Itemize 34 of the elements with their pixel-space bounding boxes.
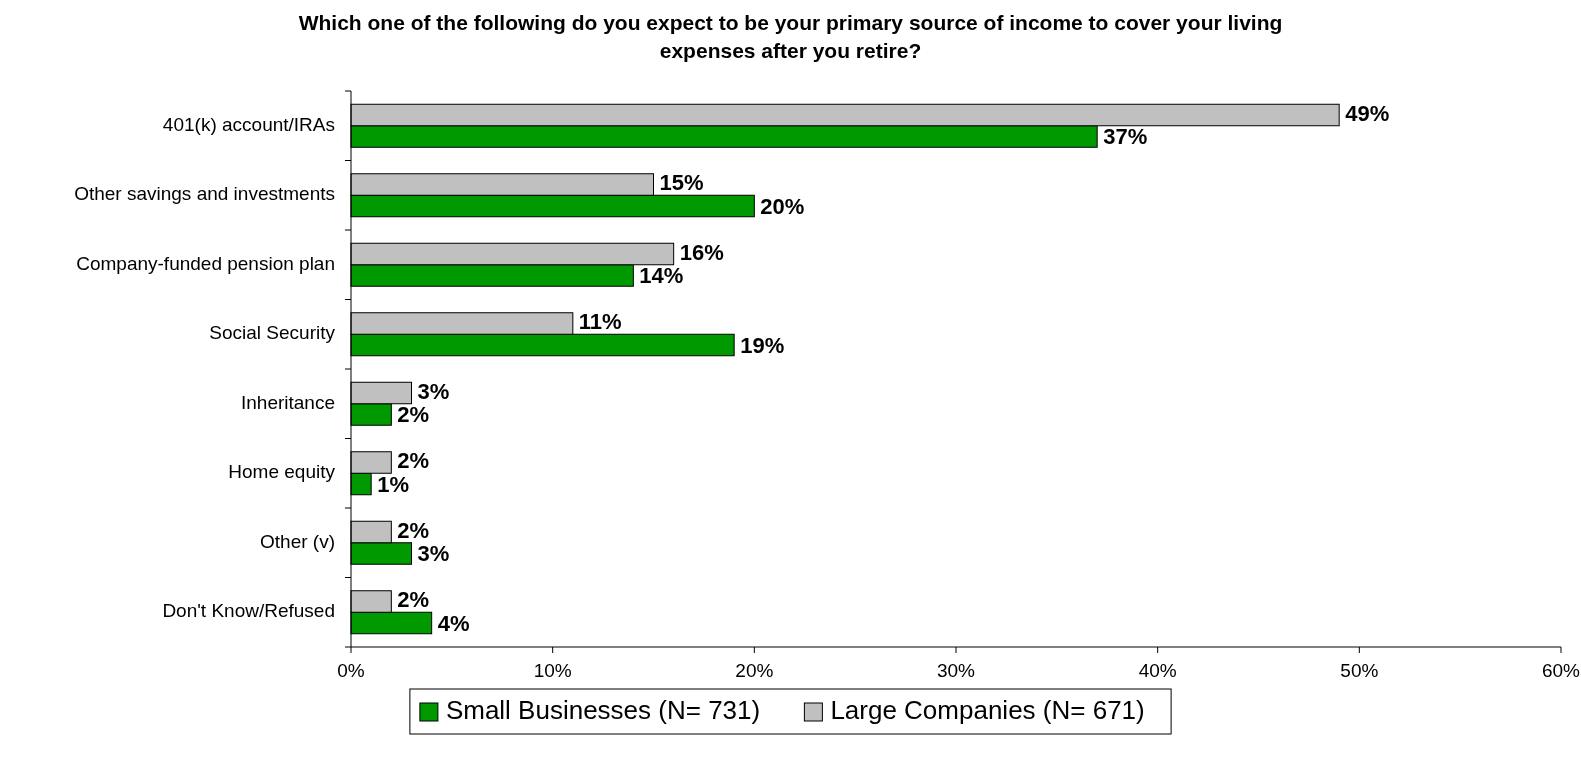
chart-title: Which one of the following do you expect to be your primary source of income to cover your living expenses after you retire? [298,11,1283,62]
data-label: 3% [417,541,450,567]
y-tick-label: Other savings and investments [74,183,335,205]
y-tick-label: Don't Know/Refused [162,600,335,622]
data-label: 1% [377,471,409,497]
x-tick-label: 30% [936,660,976,681]
y-tick-label: Social Security [209,322,336,344]
x-tick-label: 40% [1138,660,1177,681]
y-tick-label: Other (v) [260,530,335,552]
x-tick-label: 60% [1541,660,1581,681]
legend-label: Large Companies (N= 671) [830,694,1145,725]
x-tick-label: 20% [735,660,774,681]
y-tick-label: Inheritance [240,391,335,413]
data-label: 19% [740,332,785,358]
y-tick-label: Company-funded pension plan [76,252,335,274]
data-label: 49% [1345,100,1390,126]
data-label: 2% [397,402,430,428]
data-label: 15% [659,170,704,196]
data-label: 3% [417,378,450,404]
data-label: 20% [760,193,805,219]
x-tick-label: 50% [1340,660,1379,681]
data-label: 14% [639,263,684,289]
legend-label: Small Businesses (N= 731) [445,694,761,725]
data-label: 16% [679,239,724,265]
x-tick-label: 10% [533,660,572,681]
data-label: 2% [397,448,430,474]
data-label: 2% [397,517,430,543]
y-tick-label: Home equity [228,461,336,483]
data-label: 4% [437,610,470,636]
data-label: 2% [397,587,430,613]
x-tick-label: 0% [337,660,365,681]
data-label: 11% [578,309,622,335]
data-label: 37% [1103,124,1148,150]
y-tick-label: 401(k) account/IRAs [162,113,335,135]
